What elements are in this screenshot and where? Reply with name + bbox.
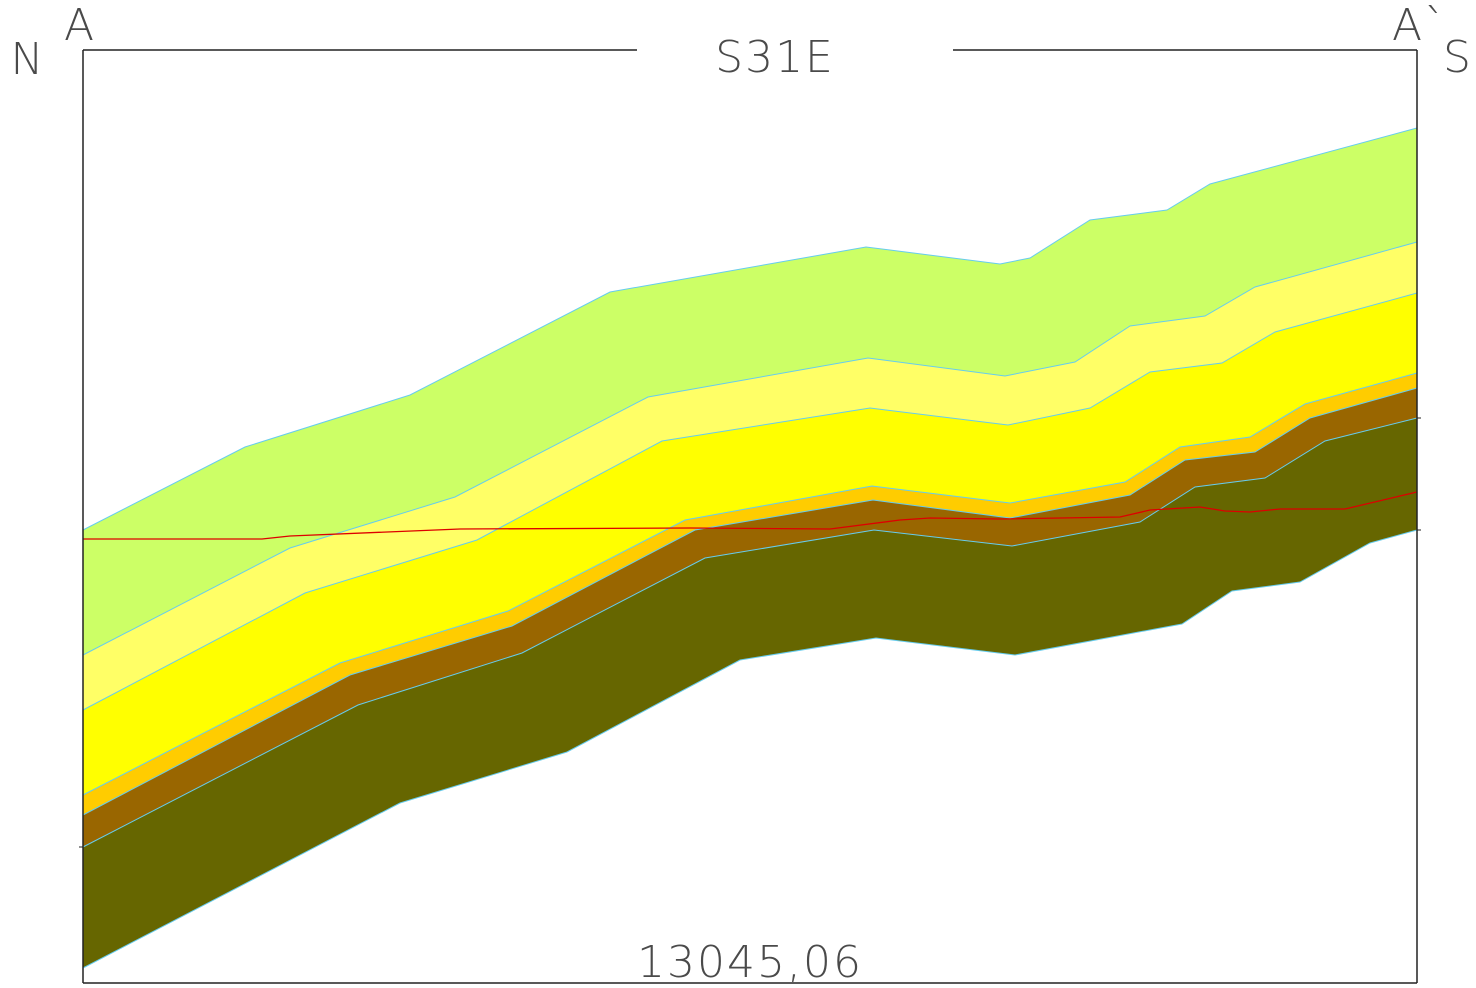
- stratum-boundary: [82, 417, 1418, 848]
- direction-south: S: [1443, 32, 1473, 83]
- strata: [82, 127, 1418, 983]
- direction-north: N: [11, 34, 46, 85]
- stratum-boundary: [82, 292, 1418, 711]
- stratum-boundary: [82, 127, 1418, 531]
- bearing: S31E: [715, 32, 835, 83]
- stratum-boundary: [82, 372, 1418, 796]
- stratum-boundary: [82, 387, 1418, 816]
- stratum-boundary: [82, 241, 1418, 656]
- section-length: 13045,06: [637, 937, 863, 988]
- section-start: A: [64, 0, 96, 51]
- profile-line: [83, 491, 1418, 540]
- section-end: A`: [1392, 0, 1448, 51]
- stratum: [83, 530, 1417, 983]
- stratum-boundary: [82, 529, 1418, 969]
